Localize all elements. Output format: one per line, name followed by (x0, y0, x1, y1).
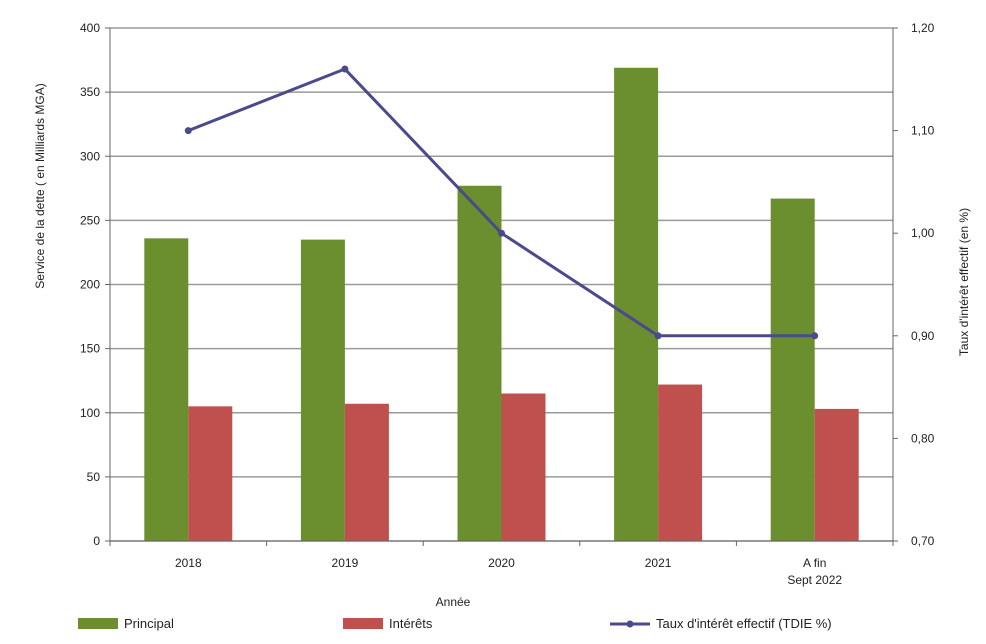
right-axis-ticks: 0,70 0,80 0,90 1,00 1,10 1,20 (893, 21, 935, 548)
bar-int-r-ts (501, 393, 546, 541)
bar-int-r-ts (188, 406, 233, 541)
x-tick-label: A fin Sept 2022 (787, 556, 842, 587)
y2-tick-label: 0,80 (911, 431, 935, 445)
legend: Principal Intérêts Taux d'intérêt effectif… (78, 616, 832, 631)
y-tick-label: 350 (80, 85, 100, 99)
bar-principal (614, 67, 659, 541)
legend-label: Taux d'intérêt effectif (TDIE %) (656, 616, 832, 631)
x-tick-label: 2020 (488, 556, 515, 570)
rate-point (341, 65, 349, 73)
y-tick-label: 300 (80, 149, 100, 163)
y-tick-label: 400 (80, 21, 100, 35)
bar-int-r-ts (814, 408, 859, 541)
left-axis-ticks: 0 50 100 150 200 250 300 350 400 (80, 21, 110, 548)
y2-tick-label: 1,00 (911, 226, 935, 240)
rate-point (498, 229, 505, 237)
y2-tick-label: 0,70 (911, 534, 935, 548)
bars (144, 67, 859, 542)
rate-point (184, 127, 192, 135)
y-tick-label: 200 (80, 278, 100, 292)
x-axis-ticks: 2018 2019 2020 2021 A fin Sept 2022 (175, 556, 842, 587)
legend-label: Principal (124, 616, 174, 631)
x-tick-label: 2021 (645, 556, 672, 570)
y-tick-label: 150 (80, 342, 100, 356)
x-tick-label: 2018 (175, 556, 202, 570)
rate-point (811, 332, 819, 340)
bar-int-r-ts (658, 384, 703, 541)
x-tick-label: 2019 (332, 556, 359, 570)
legend-swatch (78, 618, 118, 629)
y2-tick-label: 0,90 (911, 329, 935, 343)
bar-principal (144, 238, 189, 541)
x-axis-title: Année (436, 595, 471, 609)
rate-line (184, 65, 819, 340)
y-axis-title: Service de la dette ( en Milliards MGA) (33, 83, 47, 288)
legend-swatch (343, 618, 383, 629)
rate-point (654, 332, 662, 340)
y-tick-label: 0 (93, 534, 100, 548)
bar-principal (770, 198, 815, 541)
y-tick-label: 250 (80, 213, 100, 227)
y2-axis-title: Taux d'intérêt effectif (en %) (957, 208, 971, 356)
legend-label: Intérêts (389, 616, 433, 631)
bar-principal (457, 185, 502, 541)
legend-marker (626, 620, 634, 628)
y-tick-label: 50 (87, 470, 101, 484)
y2-tick-label: 1,20 (911, 21, 935, 35)
bar-int-r-ts (344, 403, 389, 541)
bar-principal (300, 239, 345, 542)
y2-tick-label: 1,10 (911, 124, 935, 138)
y-tick-label: 100 (80, 406, 100, 420)
